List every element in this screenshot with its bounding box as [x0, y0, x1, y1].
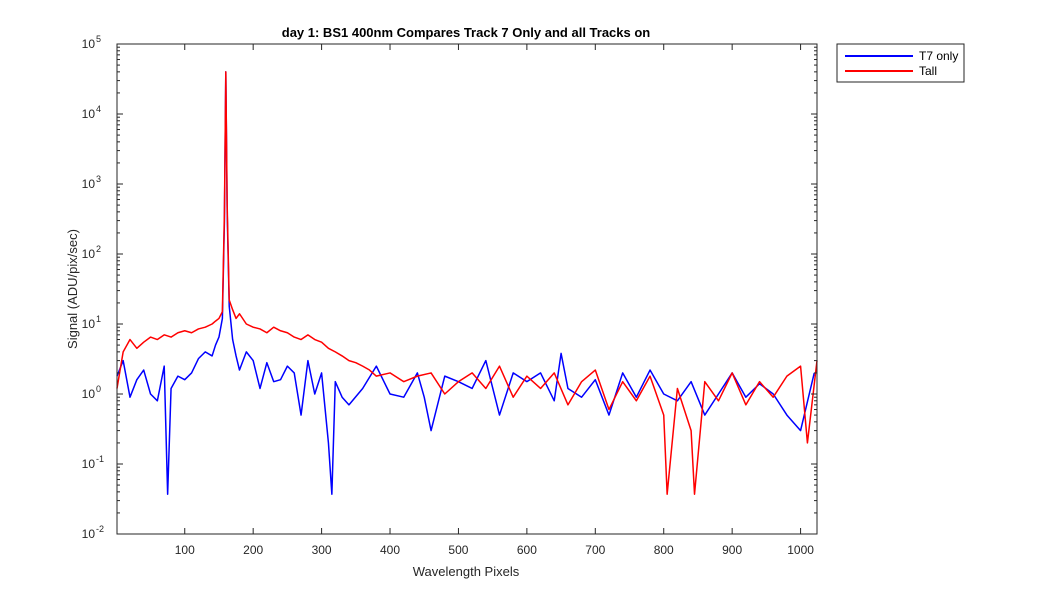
y-tick-exponent: 2: [96, 244, 101, 254]
chart-title: day 1: BS1 400nm Compares Track 7 Only a…: [282, 25, 651, 40]
plot-area: [117, 44, 817, 534]
x-tick-label: 600: [517, 543, 537, 557]
x-tick-label: 400: [380, 543, 400, 557]
x-tick-label: 700: [585, 543, 605, 557]
y-tick-label: 10: [82, 457, 96, 471]
y-axis-label: Signal (ADU/pix/sec): [65, 229, 80, 349]
y-tick-exponent: 4: [96, 104, 101, 114]
y-tick-label: 10: [82, 317, 96, 331]
y-tick-label: 10: [82, 107, 96, 121]
y-tick-exponent: 5: [96, 34, 101, 44]
y-tick-label: 10: [82, 37, 96, 51]
legend-label-t7-only: T7 only: [919, 49, 958, 63]
x-tick-label: 900: [722, 543, 742, 557]
series-line-t7-only: [116, 71, 815, 495]
y-tick-exponent: 3: [96, 174, 101, 184]
y-tick-exponent: -1: [96, 454, 104, 464]
x-axis-ticks: 100 200 300 400 500 600 700 800 900 1000: [175, 44, 814, 557]
x-axis-label: Wavelength Pixels: [413, 564, 520, 579]
y-tick-label: 10: [82, 247, 96, 261]
legend-label-tall: Tall: [919, 64, 937, 78]
y-tick-exponent: -2: [96, 524, 104, 534]
y-tick-label: 10: [82, 527, 96, 541]
y-tick-label: 10: [82, 387, 96, 401]
x-tick-label: 1000: [787, 543, 814, 557]
x-tick-label: 100: [175, 543, 195, 557]
x-tick-label: 300: [312, 543, 332, 557]
legend: T7 only Tall: [836, 43, 965, 83]
x-tick-label: 500: [448, 543, 468, 557]
y-tick-exponent: 0: [96, 384, 101, 394]
series-layer: [116, 71, 818, 495]
series-line-tall: [116, 71, 818, 495]
plot-frame: [116, 43, 818, 535]
y-tick-exponent: 1: [96, 314, 101, 324]
x-tick-label: 800: [654, 543, 674, 557]
x-tick-label: 200: [243, 543, 263, 557]
legend-box: [836, 43, 965, 83]
y-tick-label: 10: [82, 177, 96, 191]
